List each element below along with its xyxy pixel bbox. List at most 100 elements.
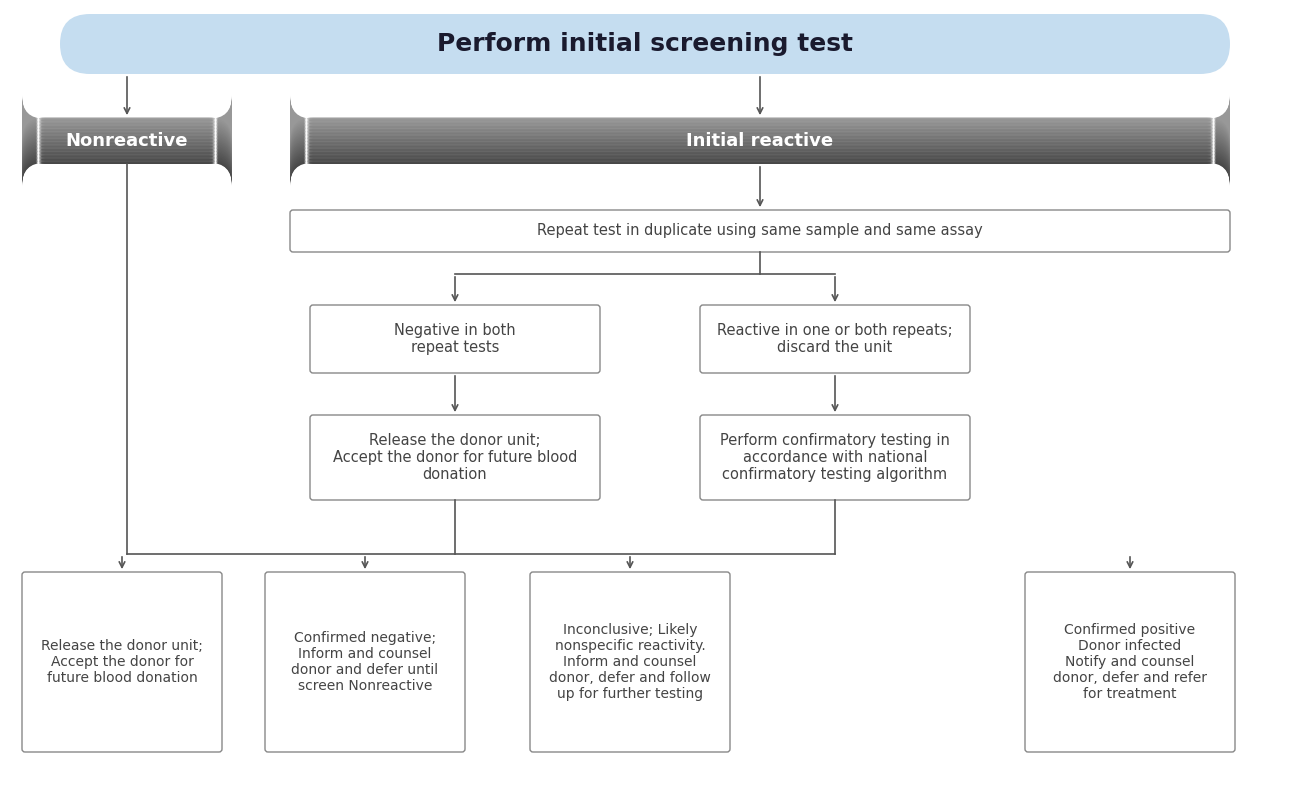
FancyBboxPatch shape bbox=[61, 14, 1229, 74]
FancyBboxPatch shape bbox=[22, 138, 232, 183]
Text: Negative in both
repeat tests: Negative in both repeat tests bbox=[395, 323, 516, 355]
FancyBboxPatch shape bbox=[290, 139, 1229, 184]
FancyBboxPatch shape bbox=[290, 109, 1229, 153]
FancyBboxPatch shape bbox=[290, 118, 1229, 163]
FancyBboxPatch shape bbox=[22, 119, 232, 164]
FancyBboxPatch shape bbox=[22, 131, 232, 175]
FancyBboxPatch shape bbox=[22, 98, 232, 142]
FancyBboxPatch shape bbox=[1026, 572, 1235, 752]
FancyBboxPatch shape bbox=[290, 104, 1229, 149]
FancyBboxPatch shape bbox=[22, 101, 232, 145]
FancyBboxPatch shape bbox=[290, 139, 1229, 183]
FancyBboxPatch shape bbox=[290, 116, 1229, 161]
FancyBboxPatch shape bbox=[22, 136, 232, 181]
Text: Initial reactive: Initial reactive bbox=[686, 132, 833, 150]
Text: Confirmed negative;
Inform and counsel
donor and defer until
screen Nonreactive: Confirmed negative; Inform and counsel d… bbox=[292, 630, 439, 693]
FancyBboxPatch shape bbox=[290, 98, 1229, 142]
FancyBboxPatch shape bbox=[290, 141, 1229, 186]
FancyBboxPatch shape bbox=[22, 116, 232, 161]
FancyBboxPatch shape bbox=[22, 137, 232, 182]
FancyBboxPatch shape bbox=[290, 126, 1229, 171]
FancyBboxPatch shape bbox=[290, 129, 1229, 173]
Text: Inconclusive; Likely
nonspecific reactivity.
Inform and counsel
donor, defer and: Inconclusive; Likely nonspecific reactiv… bbox=[550, 623, 711, 701]
FancyBboxPatch shape bbox=[22, 141, 232, 186]
Text: Confirmed positive
Donor infected
Notify and counsel
donor, defer and refer
for : Confirmed positive Donor infected Notify… bbox=[1053, 623, 1207, 701]
FancyBboxPatch shape bbox=[700, 415, 970, 500]
FancyBboxPatch shape bbox=[290, 127, 1229, 171]
FancyBboxPatch shape bbox=[290, 130, 1229, 174]
FancyBboxPatch shape bbox=[22, 108, 232, 153]
FancyBboxPatch shape bbox=[290, 124, 1229, 168]
FancyBboxPatch shape bbox=[310, 415, 600, 500]
FancyBboxPatch shape bbox=[290, 138, 1229, 183]
FancyBboxPatch shape bbox=[290, 96, 1229, 141]
FancyBboxPatch shape bbox=[290, 102, 1229, 146]
FancyBboxPatch shape bbox=[22, 113, 232, 158]
FancyBboxPatch shape bbox=[22, 118, 232, 163]
FancyBboxPatch shape bbox=[264, 572, 464, 752]
FancyBboxPatch shape bbox=[290, 136, 1229, 181]
FancyBboxPatch shape bbox=[290, 109, 1229, 154]
FancyBboxPatch shape bbox=[290, 131, 1229, 176]
FancyBboxPatch shape bbox=[310, 305, 600, 373]
FancyBboxPatch shape bbox=[22, 105, 232, 150]
FancyBboxPatch shape bbox=[290, 119, 1229, 164]
FancyBboxPatch shape bbox=[22, 124, 232, 169]
FancyBboxPatch shape bbox=[22, 124, 232, 168]
FancyBboxPatch shape bbox=[290, 134, 1229, 179]
FancyBboxPatch shape bbox=[290, 103, 1229, 148]
FancyBboxPatch shape bbox=[290, 99, 1229, 143]
FancyBboxPatch shape bbox=[22, 121, 232, 166]
FancyBboxPatch shape bbox=[22, 104, 232, 149]
FancyBboxPatch shape bbox=[22, 100, 232, 144]
FancyBboxPatch shape bbox=[22, 120, 232, 165]
FancyBboxPatch shape bbox=[22, 139, 232, 184]
FancyBboxPatch shape bbox=[22, 105, 232, 150]
FancyBboxPatch shape bbox=[290, 108, 1229, 153]
FancyBboxPatch shape bbox=[22, 129, 232, 173]
FancyBboxPatch shape bbox=[22, 102, 232, 146]
FancyBboxPatch shape bbox=[22, 99, 232, 143]
FancyBboxPatch shape bbox=[22, 127, 232, 172]
FancyBboxPatch shape bbox=[290, 128, 1229, 172]
FancyBboxPatch shape bbox=[22, 113, 232, 157]
FancyBboxPatch shape bbox=[22, 127, 232, 171]
FancyBboxPatch shape bbox=[22, 132, 232, 177]
FancyBboxPatch shape bbox=[290, 140, 1229, 185]
FancyBboxPatch shape bbox=[290, 135, 1229, 179]
FancyBboxPatch shape bbox=[22, 128, 232, 172]
FancyBboxPatch shape bbox=[22, 106, 232, 151]
FancyBboxPatch shape bbox=[290, 123, 1229, 168]
FancyBboxPatch shape bbox=[22, 102, 232, 147]
FancyBboxPatch shape bbox=[22, 103, 232, 148]
FancyBboxPatch shape bbox=[22, 107, 232, 152]
FancyBboxPatch shape bbox=[290, 112, 1229, 157]
FancyBboxPatch shape bbox=[290, 97, 1229, 142]
FancyBboxPatch shape bbox=[22, 110, 232, 155]
FancyBboxPatch shape bbox=[22, 125, 232, 170]
FancyBboxPatch shape bbox=[290, 121, 1229, 166]
FancyBboxPatch shape bbox=[290, 135, 1229, 180]
FancyBboxPatch shape bbox=[290, 113, 1229, 158]
FancyBboxPatch shape bbox=[22, 139, 232, 183]
FancyBboxPatch shape bbox=[290, 120, 1229, 165]
Text: Reactive in one or both repeats;
discard the unit: Reactive in one or both repeats; discard… bbox=[717, 323, 953, 355]
FancyBboxPatch shape bbox=[22, 98, 232, 142]
FancyBboxPatch shape bbox=[22, 114, 232, 159]
FancyBboxPatch shape bbox=[22, 123, 232, 168]
Text: Perform confirmatory testing in
accordance with national
confirmatory testing al: Perform confirmatory testing in accordan… bbox=[720, 433, 949, 482]
FancyBboxPatch shape bbox=[290, 122, 1229, 167]
Text: Release the donor unit;
Accept the donor for future blood
donation: Release the donor unit; Accept the donor… bbox=[333, 433, 577, 482]
FancyBboxPatch shape bbox=[22, 102, 232, 146]
FancyBboxPatch shape bbox=[22, 96, 232, 141]
FancyBboxPatch shape bbox=[290, 102, 1229, 147]
FancyBboxPatch shape bbox=[290, 117, 1229, 162]
FancyBboxPatch shape bbox=[22, 109, 232, 153]
FancyBboxPatch shape bbox=[22, 112, 232, 157]
FancyBboxPatch shape bbox=[290, 124, 1229, 169]
FancyBboxPatch shape bbox=[22, 131, 232, 176]
FancyBboxPatch shape bbox=[290, 98, 1229, 142]
FancyBboxPatch shape bbox=[22, 122, 232, 167]
FancyBboxPatch shape bbox=[290, 100, 1229, 144]
FancyBboxPatch shape bbox=[290, 131, 1229, 176]
